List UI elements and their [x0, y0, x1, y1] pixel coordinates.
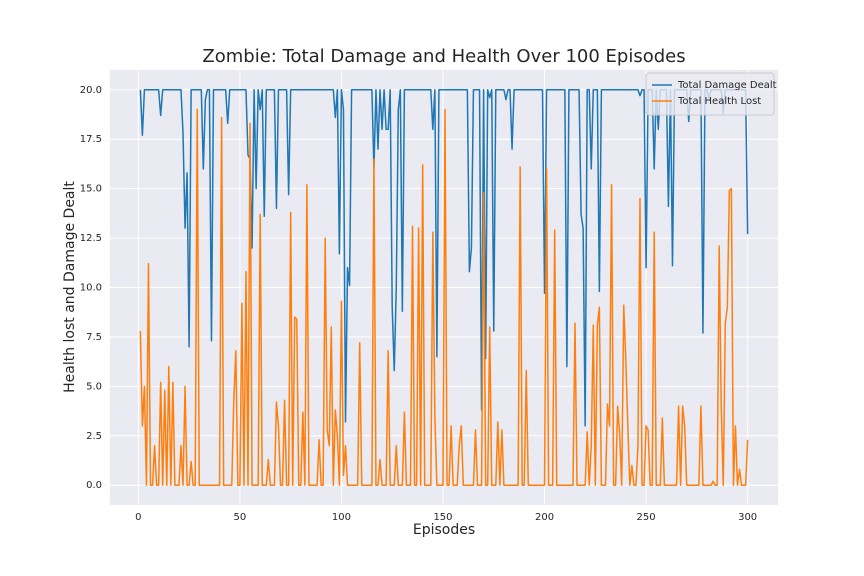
- y-tick-label: 12.5: [80, 233, 102, 244]
- x-tick-label: 300: [738, 512, 757, 523]
- lines: [139, 89, 749, 486]
- x-tick-label: 50: [234, 512, 247, 523]
- x-tick-label: 0: [135, 512, 141, 523]
- legend-label: Total Health Lost: [677, 96, 761, 107]
- chart-title: Zombie: Total Damage and Health Over 100…: [202, 46, 685, 67]
- series-line: [139, 89, 749, 427]
- x-tick-label: 250: [637, 512, 656, 523]
- y-axis-label: Health lost and Damage Dealt: [62, 181, 78, 393]
- series-line: [139, 108, 749, 486]
- y-tick-label: 10.0: [80, 283, 102, 294]
- legend-box: [645, 72, 775, 116]
- x-tick-label: 200: [535, 512, 554, 523]
- y-tick-label: 0.0: [86, 480, 102, 491]
- y-tick-label: 15.0: [80, 184, 102, 195]
- legend-label: Total Damage Dealt: [677, 80, 777, 91]
- legend: Total Damage Dealt Total Health Lost: [645, 72, 777, 116]
- x-axis-label: Episodes: [413, 522, 475, 538]
- x-tick-label: 150: [433, 512, 452, 523]
- y-tick-label: 5.0: [86, 381, 102, 392]
- y-tick-label: 20.0: [80, 85, 102, 96]
- labels: 0 50 100 150 200 250 300 0.0 2.5 5.0 7.5 10.0 12.5 15…: [80, 85, 757, 523]
- x-tick-label: 100: [332, 512, 351, 523]
- y-tick-label: 7.5: [86, 332, 102, 343]
- y-tick-label: 17.5: [80, 134, 102, 145]
- y-tick-label: 2.5: [86, 431, 102, 442]
